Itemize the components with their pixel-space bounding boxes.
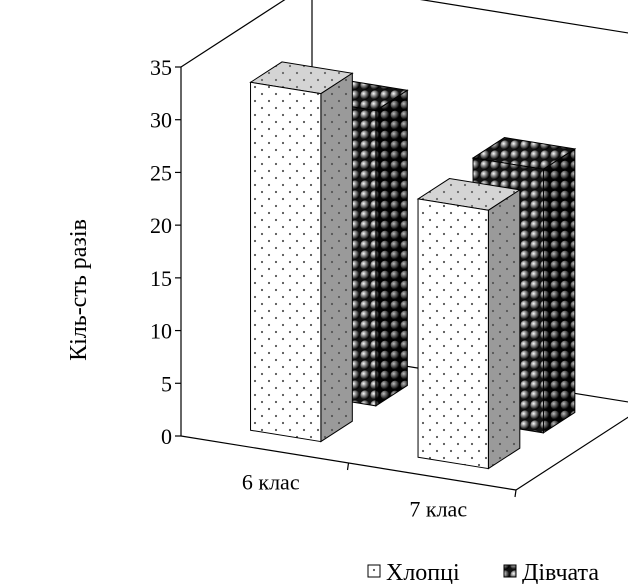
- bar-side-face: [375, 89, 408, 407]
- side-wall-top-edge: [180, 0, 286, 68]
- legend-label-divchata: Дівчата: [522, 560, 599, 584]
- back-wall-top-edge: [419, 0, 628, 34]
- y-tick-label: 25: [150, 160, 172, 185]
- x-category-label: 7 клас: [409, 497, 467, 522]
- y-tick-label: 30: [150, 108, 172, 133]
- y-axis-label: Кіль-сть разів: [66, 219, 92, 361]
- bar-hlopci-2: [416, 178, 522, 470]
- y-tick-label: 0: [161, 424, 172, 449]
- bar-front-face: [417, 198, 489, 470]
- x-tick: [514, 489, 517, 498]
- bar-side-face: [542, 147, 576, 434]
- y-tick-label: 35: [150, 55, 172, 80]
- legend-swatch-divchata: [503, 564, 517, 578]
- bar-side-face: [487, 188, 521, 470]
- legend-label-hlopci: Хлопці: [386, 560, 460, 584]
- y-tick-label: 15: [150, 266, 172, 291]
- y-axis: 0 5 10 15 20 25 30 35: [150, 55, 181, 449]
- y-tick-label: 20: [150, 213, 172, 238]
- bar-hlopci-1: [249, 61, 354, 443]
- bar-front-face: [250, 81, 322, 443]
- bars: [249, 61, 577, 470]
- x-tick: [346, 462, 350, 471]
- floor-right-edge: [515, 416, 628, 491]
- x-category-label: 6 клас: [242, 470, 300, 495]
- legend-swatch-hlopci: [367, 564, 381, 578]
- y-tick-label: 10: [150, 319, 172, 344]
- legend: Хлопці Дівчата: [367, 560, 599, 584]
- x-axis: 6 клас 7 клас: [242, 462, 517, 522]
- bar-side-face: [320, 72, 353, 443]
- y-tick-label: 5: [161, 371, 172, 396]
